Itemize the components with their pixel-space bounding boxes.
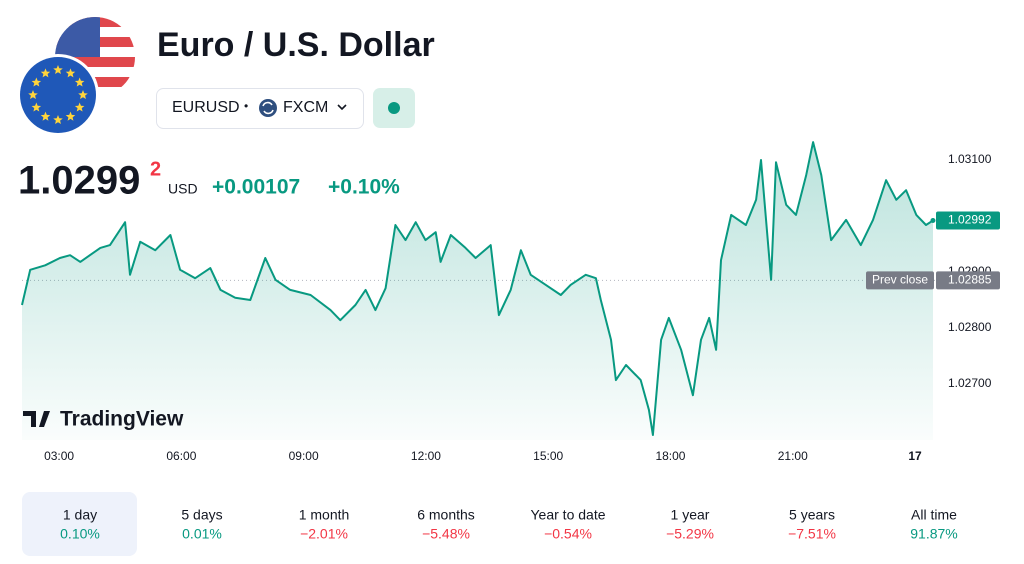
symbol: EURUSD bbox=[172, 99, 240, 116]
x-tick-label: 09:00 bbox=[289, 449, 319, 463]
x-tick-label: 12:00 bbox=[411, 449, 441, 463]
chevron bbox=[337, 104, 347, 111]
star bbox=[53, 115, 63, 125]
prev-close-name: Prev close bbox=[872, 273, 928, 287]
exchange-icon-glyph bbox=[262, 101, 274, 115]
star bbox=[31, 77, 42, 87]
period-change: −5.48% bbox=[422, 526, 470, 542]
period-change: 0.10% bbox=[60, 526, 100, 542]
period-tab[interactable] bbox=[388, 492, 503, 556]
star bbox=[28, 90, 38, 100]
star bbox=[53, 65, 63, 75]
period-change: −5.29% bbox=[666, 526, 714, 542]
market-status-dot bbox=[388, 102, 400, 114]
y-tick-label: 1.02800 bbox=[948, 320, 992, 334]
period-label: 1 day bbox=[63, 507, 97, 523]
x-tick-label: 06:00 bbox=[166, 449, 196, 463]
exchange: FXCM bbox=[283, 99, 328, 116]
star bbox=[31, 102, 42, 112]
eu-flag bbox=[17, 54, 99, 136]
y-tick-label: 1.02700 bbox=[948, 376, 992, 390]
x-tick-label: 15:00 bbox=[533, 449, 563, 463]
x-tick-label: 21:00 bbox=[778, 449, 808, 463]
period-label: 1 year bbox=[671, 507, 710, 523]
change: +0.00107 bbox=[212, 176, 300, 199]
period-change: 0.01% bbox=[182, 526, 222, 542]
prev-close-value-tag bbox=[936, 271, 1000, 290]
title: Euro / U.S. Dollar bbox=[157, 26, 435, 64]
period-tab[interactable] bbox=[876, 492, 991, 556]
change-percent: +0.10% bbox=[328, 176, 400, 199]
period-change: −7.51% bbox=[788, 526, 836, 542]
star bbox=[74, 102, 85, 112]
y-tick-label: 1.03100 bbox=[948, 152, 992, 166]
separator: • bbox=[244, 99, 248, 113]
period-label: 6 months bbox=[417, 507, 475, 523]
price-extra-digit: 2 bbox=[150, 158, 161, 180]
star bbox=[74, 77, 85, 87]
period-tab[interactable] bbox=[510, 492, 625, 556]
period-label: 5 days bbox=[181, 507, 222, 523]
logo: TradingView bbox=[23, 408, 184, 431]
x-tick-label: 17 bbox=[908, 449, 922, 463]
period-change: 91.87% bbox=[910, 526, 957, 542]
period-tab[interactable] bbox=[754, 492, 869, 556]
period-label: All time bbox=[911, 507, 957, 523]
currency: USD bbox=[168, 181, 198, 197]
period-change: −0.54% bbox=[544, 526, 592, 542]
logo-text: TradingView bbox=[60, 408, 184, 431]
period-change: −2.01% bbox=[300, 526, 348, 542]
star bbox=[78, 90, 88, 100]
price-line bbox=[21, 141, 934, 436]
period-tab[interactable] bbox=[144, 492, 259, 556]
period-tab[interactable] bbox=[632, 492, 747, 556]
last-price-value: 1.02992 bbox=[948, 213, 992, 227]
last-price-tag bbox=[936, 211, 1000, 230]
prev-close-value: 1.02885 bbox=[948, 273, 992, 287]
star bbox=[65, 111, 76, 121]
area bbox=[22, 142, 933, 440]
star bbox=[65, 68, 76, 78]
last-point bbox=[930, 217, 936, 223]
period-label: 1 month bbox=[299, 507, 350, 523]
period-label: 5 years bbox=[789, 507, 835, 523]
period-tabs: 1 day 0.10% 5 days 0.01% 1 month −2.01% 6 mont… bbox=[22, 492, 991, 556]
prev-close-tag bbox=[866, 271, 934, 290]
star bbox=[40, 68, 51, 78]
period-label: Year to date bbox=[531, 507, 606, 523]
star bbox=[40, 111, 51, 121]
x-tick-label: 03:00 bbox=[44, 449, 74, 463]
period-tab[interactable] bbox=[266, 492, 381, 556]
period-tab-selected[interactable] bbox=[22, 492, 137, 556]
x-tick-label: 18:00 bbox=[655, 449, 685, 463]
exchange-icon bbox=[259, 99, 277, 117]
price: 1.0299 bbox=[18, 159, 140, 203]
